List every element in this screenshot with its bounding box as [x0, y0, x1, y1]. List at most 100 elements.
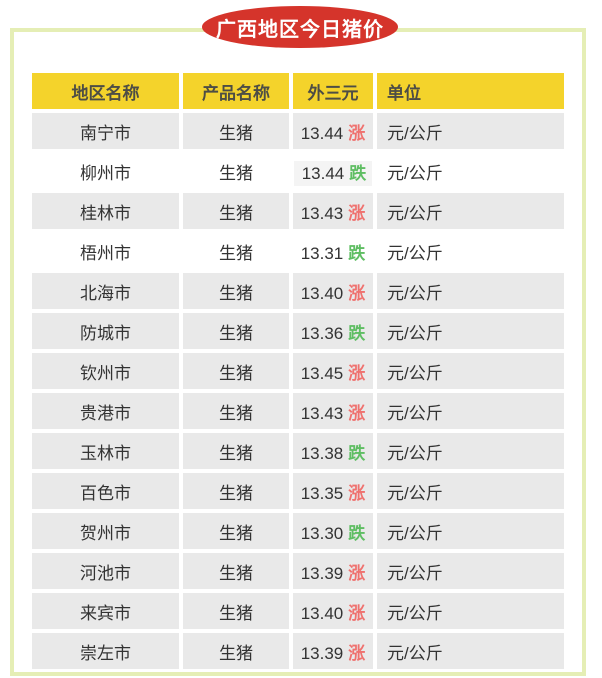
- table-header-row: 地区名称 产品名称 外三元 单位: [32, 73, 564, 109]
- price-cell: 13.35 涨: [293, 473, 373, 509]
- price-cell: 13.43 涨: [293, 193, 373, 229]
- trend-up-label: 涨: [348, 483, 366, 503]
- header-region: 地区名称: [32, 73, 179, 109]
- header-price: 外三元: [293, 73, 373, 109]
- unit-cell: 元/公斤: [377, 513, 564, 549]
- price-cell: 13.40 涨: [293, 593, 373, 629]
- price-cell: 13.44 涨: [293, 113, 373, 149]
- table-row: 钦州市 生猪 13.45 涨元/公斤: [32, 353, 564, 389]
- price-cell: 13.39 涨: [293, 553, 373, 589]
- table-row: 梧州市 生猪 13.31 跌元/公斤: [32, 233, 564, 269]
- price-value: 13.44: [300, 123, 344, 143]
- table-row: 桂林市 生猪 13.43 涨元/公斤: [32, 193, 564, 229]
- trend-down-label: 跌: [348, 323, 366, 343]
- region-cell: 贵港市: [32, 393, 179, 429]
- price-value: 13.39: [300, 563, 344, 583]
- product-cell: 生猪: [183, 553, 289, 589]
- product-cell: 生猪: [183, 273, 289, 309]
- unit-cell: 元/公斤: [377, 193, 564, 229]
- table-row: 河池市 生猪 13.39 涨元/公斤: [32, 553, 564, 589]
- price-cell: 13.38 跌: [293, 433, 373, 469]
- price-value: 13.38: [300, 443, 344, 463]
- table-row: 防城市 生猪 13.36 跌元/公斤: [32, 313, 564, 349]
- pig-price-table: 地区名称 产品名称 外三元 单位 南宁市 生猪 13.44 涨元/公斤 柳州市 生猪 13.…: [28, 69, 568, 673]
- product-cell: 生猪: [183, 113, 289, 149]
- product-cell: 生猪: [183, 633, 289, 669]
- trend-up-label: 涨: [348, 283, 366, 303]
- region-cell: 梧州市: [32, 233, 179, 269]
- price-value: 13.40: [300, 283, 344, 303]
- unit-cell: 元/公斤: [377, 473, 564, 509]
- trend-up-label: 涨: [348, 123, 366, 143]
- region-cell: 河池市: [32, 553, 179, 589]
- region-cell: 钦州市: [32, 353, 179, 389]
- unit-cell: 元/公斤: [377, 153, 564, 189]
- trend-up-label: 涨: [348, 563, 366, 583]
- trend-down-label: 跌: [348, 443, 366, 463]
- product-cell: 生猪: [183, 233, 289, 269]
- table-row: 南宁市 生猪 13.44 涨元/公斤: [32, 113, 564, 149]
- product-cell: 生猪: [183, 433, 289, 469]
- region-cell: 防城市: [32, 313, 179, 349]
- region-cell: 南宁市: [32, 113, 179, 149]
- price-value: 13.43: [300, 203, 344, 223]
- trend-up-label: 涨: [348, 403, 366, 423]
- region-cell: 玉林市: [32, 433, 179, 469]
- unit-cell: 元/公斤: [377, 433, 564, 469]
- trend-up-label: 涨: [348, 603, 366, 623]
- price-cell: 13.45 涨: [293, 353, 373, 389]
- product-cell: 生猪: [183, 313, 289, 349]
- table-row: 北海市 生猪 13.40 涨元/公斤: [32, 273, 564, 309]
- price-value: 13.31: [300, 243, 344, 263]
- table-row: 崇左市 生猪 13.39 涨元/公斤: [32, 633, 564, 669]
- table-row: 来宾市 生猪 13.40 涨元/公斤: [32, 593, 564, 629]
- price-value: 13.43: [300, 403, 344, 423]
- region-cell: 来宾市: [32, 593, 179, 629]
- product-cell: 生猪: [183, 353, 289, 389]
- region-cell: 北海市: [32, 273, 179, 309]
- unit-cell: 元/公斤: [377, 233, 564, 269]
- trend-up-label: 涨: [348, 363, 366, 383]
- price-cell: 13.44 跌: [293, 153, 373, 189]
- unit-cell: 元/公斤: [377, 393, 564, 429]
- price-cell: 13.36 跌: [293, 313, 373, 349]
- price-value: 13.36: [300, 323, 344, 343]
- product-cell: 生猪: [183, 473, 289, 509]
- table-row: 百色市 生猪 13.35 涨元/公斤: [32, 473, 564, 509]
- table-row: 柳州市 生猪 13.44 跌元/公斤: [32, 153, 564, 189]
- table-row: 玉林市 生猪 13.38 跌元/公斤: [32, 433, 564, 469]
- product-cell: 生猪: [183, 593, 289, 629]
- price-cell: 13.31 跌: [293, 233, 373, 269]
- region-cell: 桂林市: [32, 193, 179, 229]
- table-row: 贵港市 生猪 13.43 涨元/公斤: [32, 393, 564, 429]
- unit-cell: 元/公斤: [377, 313, 564, 349]
- product-cell: 生猪: [183, 513, 289, 549]
- header-product: 产品名称: [183, 73, 289, 109]
- product-cell: 生猪: [183, 393, 289, 429]
- region-cell: 柳州市: [32, 153, 179, 189]
- price-value: 13.44: [301, 163, 345, 183]
- trend-up-label: 涨: [348, 643, 366, 663]
- unit-cell: 元/公斤: [377, 593, 564, 629]
- unit-cell: 元/公斤: [377, 273, 564, 309]
- unit-cell: 元/公斤: [377, 353, 564, 389]
- product-cell: 生猪: [183, 193, 289, 229]
- trend-up-label: 涨: [348, 203, 366, 223]
- price-cell: 13.39 涨: [293, 633, 373, 669]
- region-cell: 崇左市: [32, 633, 179, 669]
- trend-down-label: 跌: [349, 163, 367, 183]
- price-cell: 13.40 涨: [293, 273, 373, 309]
- table-row: 贺州市 生猪 13.30 跌元/公斤: [32, 513, 564, 549]
- trend-down-label: 跌: [348, 523, 366, 543]
- unit-cell: 元/公斤: [377, 553, 564, 589]
- price-cell: 13.43 涨: [293, 393, 373, 429]
- product-cell: 生猪: [183, 153, 289, 189]
- region-cell: 百色市: [32, 473, 179, 509]
- region-cell: 贺州市: [32, 513, 179, 549]
- unit-cell: 元/公斤: [377, 113, 564, 149]
- price-cell: 13.30 跌: [293, 513, 373, 549]
- price-value: 13.35: [300, 483, 344, 503]
- trend-down-label: 跌: [348, 243, 366, 263]
- price-value: 13.30: [300, 523, 344, 543]
